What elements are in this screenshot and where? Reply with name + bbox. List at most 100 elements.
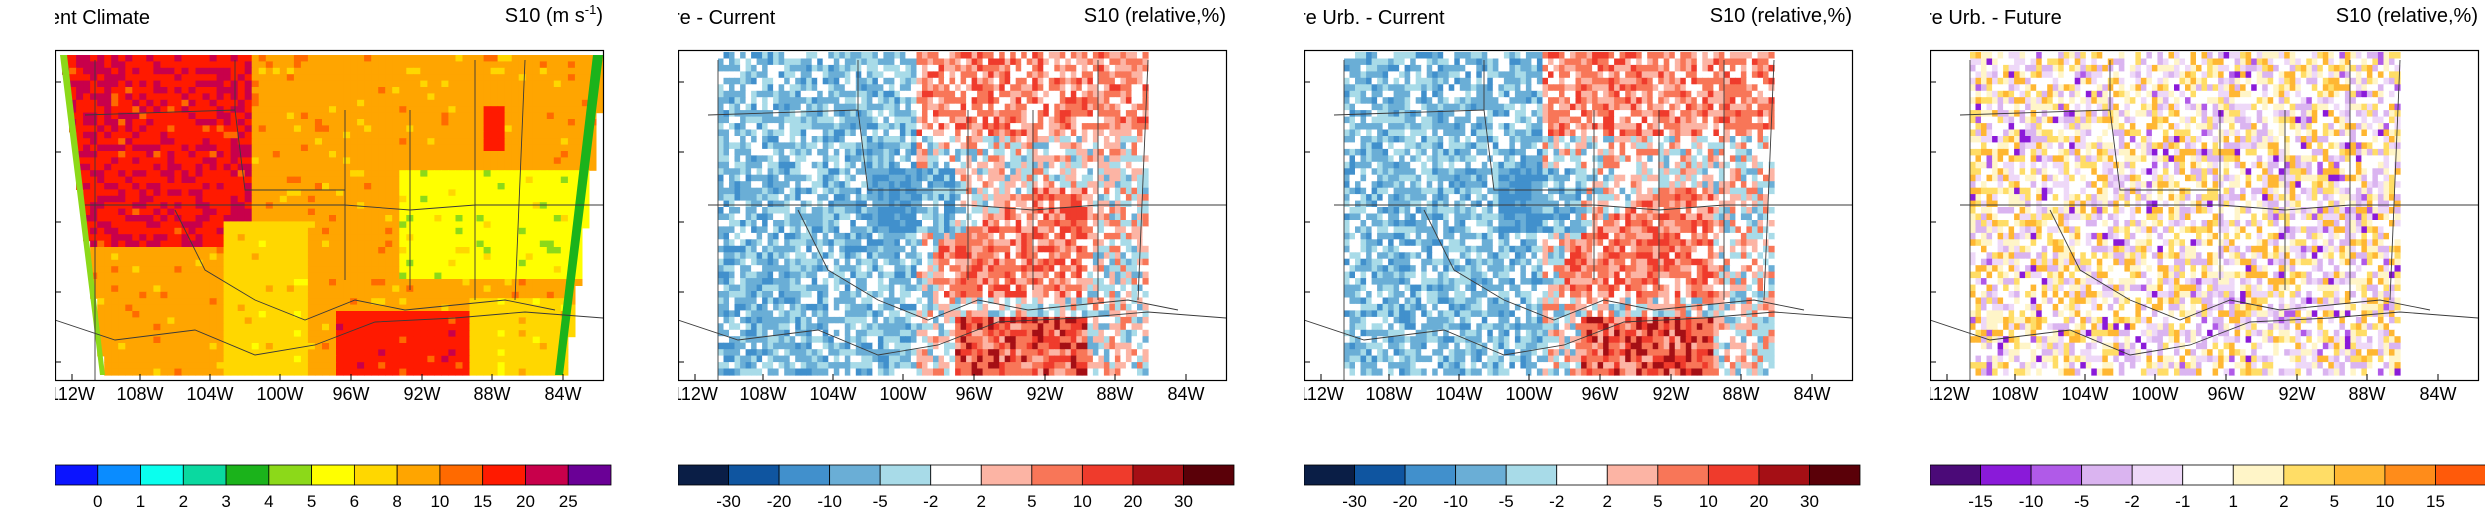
colorbar-label: 5 [1653, 492, 1662, 510]
colorbar-swatch [311, 464, 355, 486]
colorbar-swatch [1657, 464, 1709, 486]
colorbar-swatch [829, 464, 881, 486]
colorbar-swatch [1081, 464, 1134, 486]
colorbar-swatch [1404, 464, 1457, 486]
lon-label: 84W [2419, 384, 2456, 404]
colorbar-label: 2 [179, 492, 188, 510]
colorbar-swatch [525, 464, 569, 486]
colorbar-label: 8 [392, 492, 401, 510]
lon-label: 104W [809, 384, 856, 404]
colorbar-swatch [1183, 464, 1235, 486]
colorbar-swatch [182, 464, 227, 486]
colorbar-swatch [1980, 464, 2032, 486]
state-boundaries [1304, 59, 1853, 380]
lon-label: 92W [1026, 384, 1063, 404]
state-boundaries [678, 59, 1227, 380]
map-field [62, 55, 604, 376]
lon-label: 112W [55, 384, 95, 404]
colorbar-swatch [1707, 464, 1760, 486]
colorbar-label: -5 [873, 492, 888, 510]
colorbar-label: 15 [473, 492, 492, 510]
colorbar-label: -15 [1968, 492, 1993, 510]
colorbar-swatch [1505, 464, 1558, 486]
colorbar-label: 10 [2375, 492, 2394, 510]
colorbar-label: 1 [2229, 492, 2238, 510]
panel-title: Future - Current [678, 7, 776, 29]
colorbar-label: -2 [2125, 492, 2140, 510]
colorbar-label: 20 [1123, 492, 1142, 510]
map-frame [1304, 49, 1854, 382]
colorbar-label: 0 [93, 492, 102, 510]
lon-label: 96W [332, 384, 369, 404]
lon-label: 112W [1304, 384, 1344, 404]
lon-label: 104W [186, 384, 233, 404]
colorbar-label: 2 [2279, 492, 2288, 510]
lon-label: 96W [955, 384, 992, 404]
lon-label: 92W [1652, 384, 1689, 404]
colorbar-label: 20 [1749, 492, 1768, 510]
map-field [718, 52, 1149, 376]
lon-label: 108W [739, 384, 786, 404]
colorbar-swatch [1606, 464, 1659, 486]
colorbar-swatch [1758, 464, 1810, 486]
colorbar-label: -20 [1393, 492, 1418, 510]
colorbar-swatch [930, 464, 982, 486]
colorbar-label: -5 [1499, 492, 1514, 510]
lon-label: 112W [678, 384, 718, 404]
colorbar-label: 5 [307, 492, 316, 510]
colorbar-swatch [2030, 464, 2083, 486]
edge-strip-west [60, 55, 105, 375]
colorbar-swatch [439, 464, 484, 486]
panel-variable-label: S10 (m s-1) [505, 2, 603, 27]
colorbar-swatch [396, 464, 441, 486]
colorbar-swatch [778, 464, 831, 486]
colorbar-swatch [1809, 464, 1861, 486]
colorbar-swatch [1031, 464, 1083, 486]
colorbar-swatch [97, 464, 141, 486]
colorbar-label: 10 [430, 492, 449, 510]
colorbar-label: 5 [1027, 492, 1036, 510]
colorbar-swatch [1455, 464, 1507, 486]
colorbar-swatch [678, 464, 729, 486]
colorbar-swatch [268, 464, 313, 486]
lon-label: 108W [1365, 384, 1412, 404]
colorbar-swatch [567, 464, 612, 486]
lon-label: 104W [2061, 384, 2108, 404]
colorbar-swatch [353, 464, 398, 486]
panel-title: Future Urb. - Future [1930, 7, 2062, 29]
colorbar-label: -10 [2019, 492, 2044, 510]
colorbar-swatch [980, 464, 1033, 486]
map-field [1970, 52, 2401, 376]
colorbar-label: 2 [977, 492, 986, 510]
colorbar-swatch [2435, 464, 2485, 486]
lon-label: 112W [1930, 384, 1970, 404]
colorbar-swatch [225, 464, 270, 486]
panel-variable-label: S10 (relative,%) [1084, 5, 1226, 27]
lon-label: 88W [473, 384, 510, 404]
colorbar-label: 10 [1699, 492, 1718, 510]
colorbar-swatch [1132, 464, 1184, 486]
colorbar-swatch [482, 464, 526, 486]
colorbar-label: -20 [767, 492, 792, 510]
colorbar-swatch [140, 464, 184, 486]
colorbar-label: 25 [559, 492, 578, 510]
lon-label: 96W [2207, 384, 2244, 404]
colorbar-swatch [2081, 464, 2133, 486]
colorbar-swatch [2232, 464, 2285, 486]
lon-label: 88W [1722, 384, 1759, 404]
colorbar-label: 1 [136, 492, 145, 510]
lon-label: 84W [1167, 384, 1204, 404]
colorbar-label: -30 [716, 492, 741, 510]
colorbar-label: -1 [2175, 492, 2190, 510]
colorbar-label: 4 [264, 492, 273, 510]
lon-label: 84W [544, 384, 581, 404]
colorbar-swatch [2333, 464, 2386, 486]
colorbar-swatch [2384, 464, 2436, 486]
colorbar-label: -10 [817, 492, 842, 510]
